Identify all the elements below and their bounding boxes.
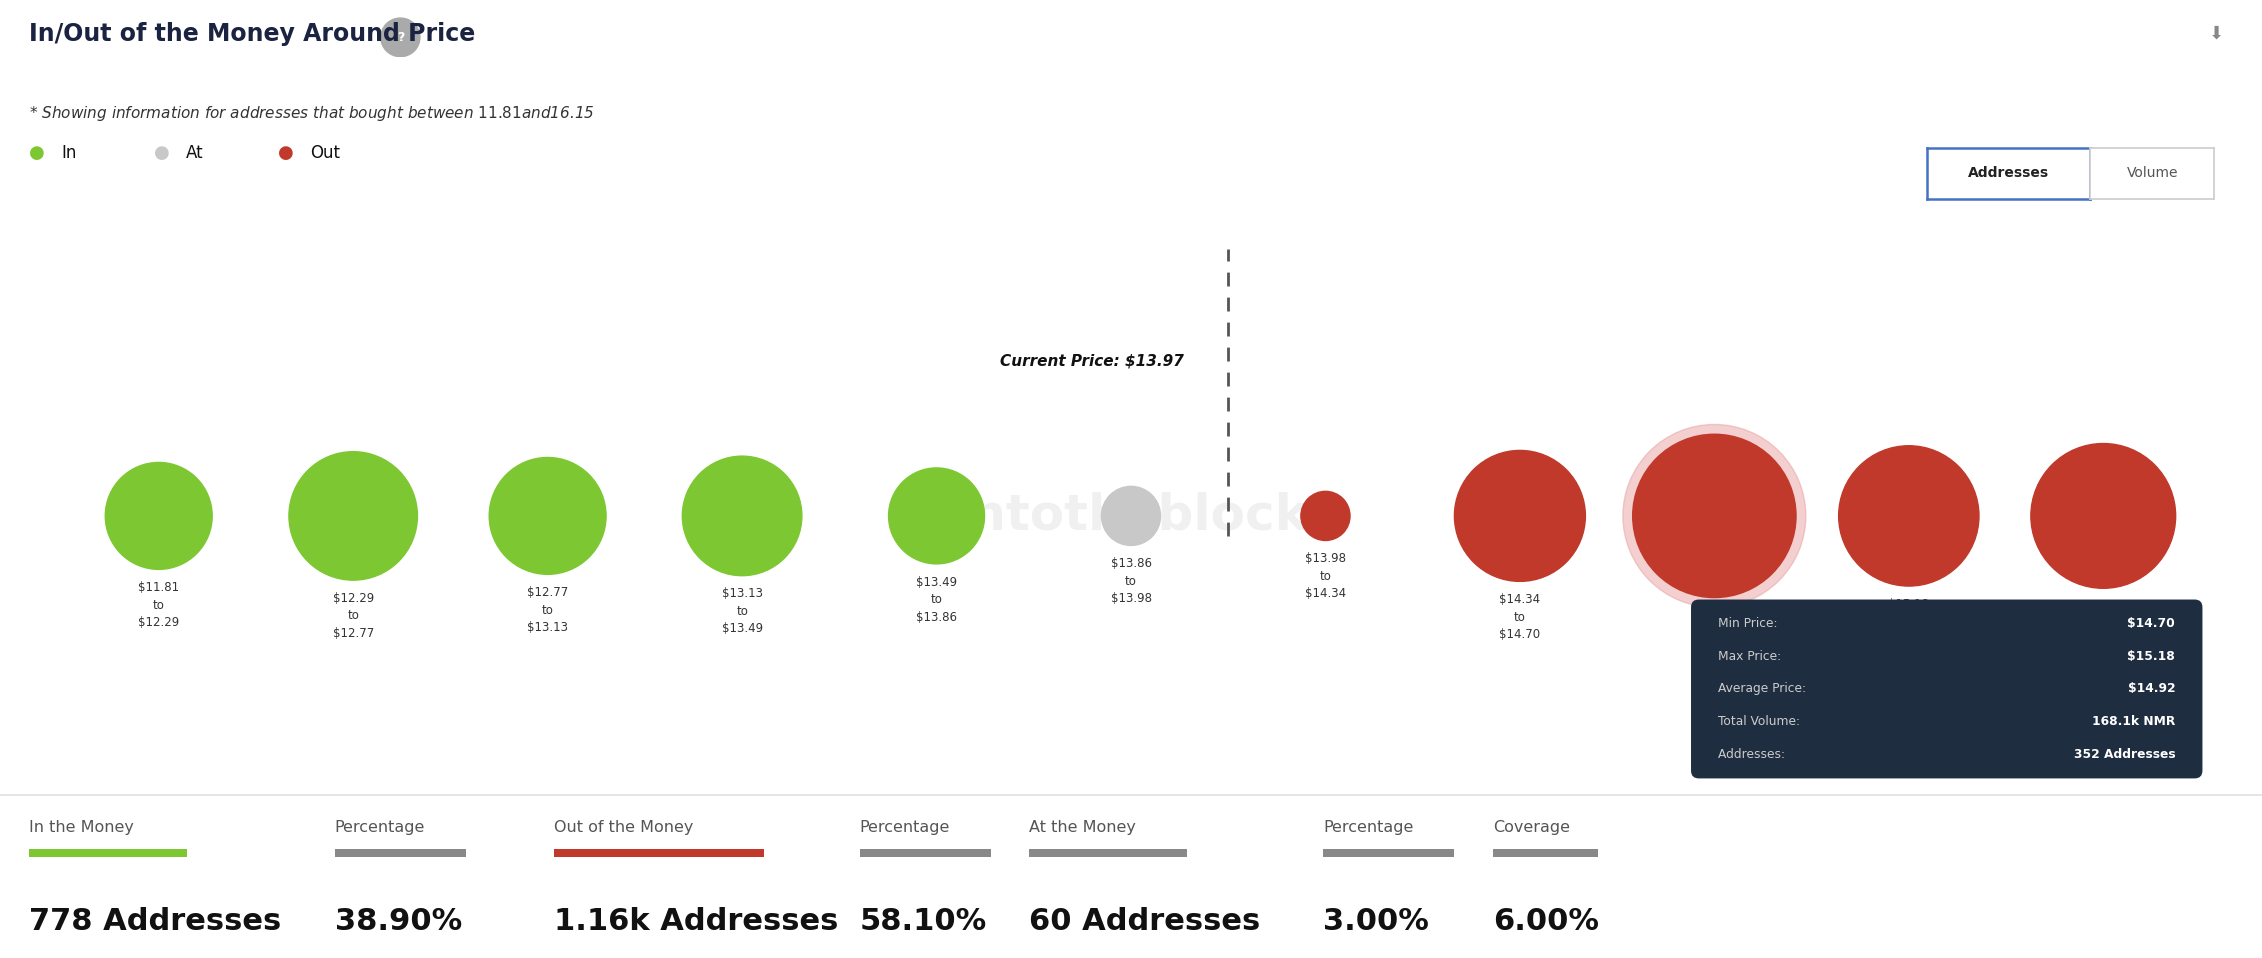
Text: At the Money: At the Money	[1029, 820, 1136, 834]
Text: 58.10%: 58.10%	[860, 906, 986, 936]
Text: $14.70
to
$15.18: $14.70 to $15.18	[1694, 609, 1735, 657]
Text: In: In	[61, 145, 77, 162]
Text: $14.70: $14.70	[2129, 617, 2176, 630]
Text: 1.16k Addresses: 1.16k Addresses	[554, 906, 839, 936]
Circle shape	[1633, 434, 1796, 598]
Text: Current Price: $13.97: Current Price: $13.97	[1000, 354, 1183, 369]
Text: ●: ●	[154, 145, 170, 162]
Text: Percentage: Percentage	[335, 820, 425, 834]
Circle shape	[1301, 491, 1350, 540]
Text: Average Price:: Average Price:	[1719, 682, 1810, 696]
FancyBboxPatch shape	[29, 850, 188, 857]
Text: Addresses: Addresses	[1968, 167, 2049, 180]
Text: 3.00%: 3.00%	[1323, 906, 1430, 936]
Text: $15.66
to
$16.15: $15.66 to $16.15	[2083, 600, 2124, 648]
Circle shape	[1839, 445, 1979, 586]
Text: $12.77
to
$13.13: $12.77 to $13.13	[527, 586, 568, 634]
Text: ?: ?	[396, 31, 405, 44]
Text: ●: ●	[29, 145, 45, 162]
Text: ⬇: ⬇	[2210, 25, 2224, 42]
Circle shape	[106, 463, 213, 569]
Circle shape	[683, 456, 801, 576]
Text: $12.29
to
$12.77: $12.29 to $12.77	[333, 592, 373, 640]
Text: ●: ●	[278, 145, 294, 162]
Text: Percentage: Percentage	[1323, 820, 1414, 834]
Text: Out of the Money: Out of the Money	[554, 820, 694, 834]
Text: 60 Addresses: 60 Addresses	[1029, 906, 1260, 936]
Text: Total Volume:: Total Volume:	[1719, 715, 1805, 728]
Circle shape	[489, 458, 606, 575]
Text: In the Money: In the Money	[29, 820, 133, 834]
Text: 6.00%: 6.00%	[1493, 906, 1599, 936]
Text: In/Out of the Money Around Price: In/Out of the Money Around Price	[29, 21, 475, 46]
FancyBboxPatch shape	[1029, 850, 1188, 857]
Text: Percentage: Percentage	[860, 820, 950, 834]
Text: $13.86
to
$13.98: $13.86 to $13.98	[1111, 558, 1151, 605]
Circle shape	[1102, 487, 1160, 545]
Text: $13.13
to
$13.49: $13.13 to $13.49	[722, 587, 762, 635]
Text: Out: Out	[310, 145, 339, 162]
Circle shape	[889, 468, 984, 564]
FancyBboxPatch shape	[554, 850, 765, 857]
FancyBboxPatch shape	[335, 850, 466, 857]
FancyBboxPatch shape	[860, 850, 991, 857]
Text: $13.98
to
$14.34: $13.98 to $14.34	[1305, 552, 1346, 600]
Text: 352 Addresses: 352 Addresses	[2074, 748, 2176, 761]
Text: $15.18
to
$15.66: $15.18 to $15.66	[1889, 598, 1929, 646]
Text: * Showing information for addresses that bought between $11.81 and $16.15: * Showing information for addresses that…	[29, 103, 595, 123]
Text: Max Price:: Max Price:	[1719, 650, 1785, 663]
Text: $11.81
to
$12.29: $11.81 to $12.29	[138, 582, 179, 629]
FancyBboxPatch shape	[1493, 850, 1597, 857]
Text: 38.90%: 38.90%	[335, 906, 461, 936]
Text: Coverage: Coverage	[1493, 820, 1570, 834]
Circle shape	[1454, 450, 1586, 582]
Circle shape	[1622, 424, 1805, 607]
Circle shape	[380, 18, 421, 57]
Text: 168.1k NMR: 168.1k NMR	[2092, 715, 2176, 728]
Circle shape	[290, 451, 418, 581]
Circle shape	[2031, 444, 2176, 588]
Text: 778 Addresses: 778 Addresses	[29, 906, 283, 936]
Text: $13.49
to
$13.86: $13.49 to $13.86	[916, 576, 957, 624]
Text: $14.92: $14.92	[2129, 682, 2176, 696]
Text: intotheblock: intotheblock	[955, 491, 1307, 540]
FancyBboxPatch shape	[1692, 600, 2203, 779]
Text: $15.18: $15.18	[2129, 650, 2176, 663]
Text: Min Price:: Min Price:	[1719, 617, 1782, 630]
Text: $14.34
to
$14.70: $14.34 to $14.70	[1500, 593, 1540, 641]
Text: Volume: Volume	[2126, 167, 2178, 180]
FancyBboxPatch shape	[1323, 850, 1454, 857]
Text: At: At	[185, 145, 204, 162]
Text: Addresses:: Addresses:	[1719, 748, 1789, 761]
